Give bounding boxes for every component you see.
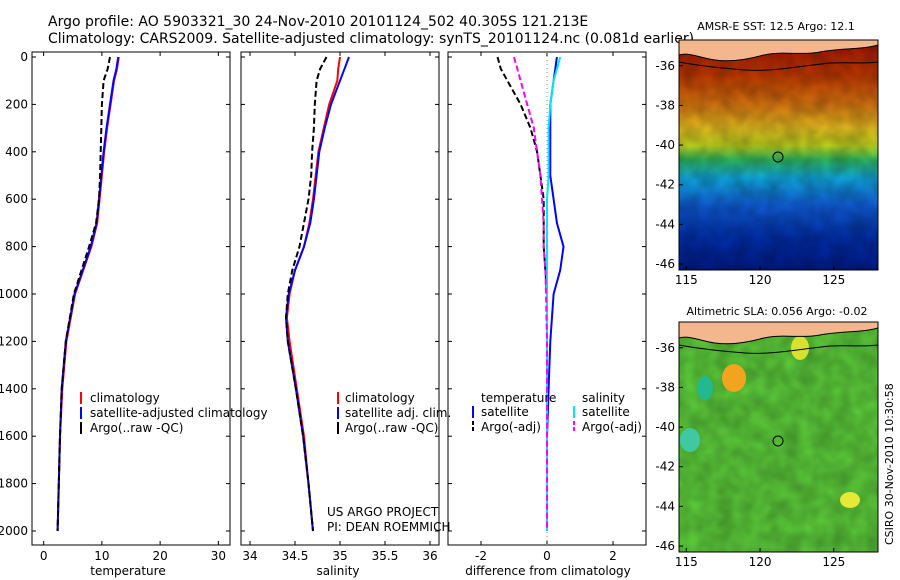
diff-legend-sal-sat: satellite bbox=[582, 405, 630, 419]
difference-legend: temperature salinity satellite Argo(-adj… bbox=[472, 391, 642, 434]
difference-xlabel: difference from climatology bbox=[465, 564, 631, 578]
credit-line2: PI: DEAN ROEMMICH bbox=[327, 520, 450, 534]
sst-map-title: AMSR-E SST: 12.5 Argo: 12.1 bbox=[697, 20, 855, 33]
diff-legend-salinity-header: salinity bbox=[582, 391, 625, 405]
sla-map-field bbox=[679, 322, 878, 552]
sst-argo-marker bbox=[772, 151, 784, 163]
x-tick-label: 34.5 bbox=[282, 549, 309, 563]
x-tick-label: -2 bbox=[475, 549, 487, 563]
series-line-satellite-adj-clim- bbox=[284, 56, 350, 532]
salinity-legend: climatology satellite adj. clim. Argo(..… bbox=[337, 391, 451, 435]
series-line-climatology bbox=[56, 56, 120, 532]
depth-tick-label: 1200 bbox=[0, 334, 28, 348]
sst-map-field bbox=[679, 40, 878, 270]
legend-climatology: climatology bbox=[90, 391, 160, 405]
x-tick-label: 0 bbox=[40, 549, 48, 563]
sla-shelf-contour bbox=[679, 344, 878, 354]
sla-anomaly-warm2 bbox=[791, 336, 809, 360]
x-tick-label: 30 bbox=[211, 549, 226, 563]
sal-legend-argo: Argo(..raw -QC) bbox=[345, 421, 438, 435]
map-lat-label: -44 bbox=[655, 499, 675, 513]
depth-tick-label: 0 bbox=[20, 50, 28, 64]
x-tick-label: 36 bbox=[422, 549, 437, 563]
map-lat-label: -40 bbox=[655, 138, 675, 152]
map-lon-label: 125 bbox=[822, 555, 845, 569]
depth-tick-label: 800 bbox=[5, 240, 28, 254]
sla-anomaly-warm bbox=[722, 364, 746, 392]
map-lon-label: 120 bbox=[749, 555, 772, 569]
x-tick-label: 35 bbox=[332, 549, 347, 563]
depth-tick-label: 200 bbox=[5, 97, 28, 111]
series-line-argo-raw-qc- bbox=[56, 56, 111, 532]
map-lon-label: 120 bbox=[749, 273, 772, 287]
series-line-temperature-argo-adj- bbox=[496, 56, 548, 531]
x-tick-label: 0 bbox=[543, 549, 551, 563]
depth-tick-label: 400 bbox=[5, 145, 28, 159]
map-lat-label: -40 bbox=[655, 420, 675, 434]
series-line-salinity-argo-adj- bbox=[513, 56, 548, 531]
header-line1: Argo profile: AO 5903321_30 24-Nov-2010 … bbox=[48, 14, 588, 30]
depth-tick-label: 1800 bbox=[0, 477, 28, 491]
map-lat-label: -36 bbox=[655, 341, 675, 355]
x-tick-label: 35.5 bbox=[372, 549, 399, 563]
sst-map-frame bbox=[678, 39, 879, 271]
sst-shelf-contour bbox=[679, 61, 878, 71]
depth-tick-label: 1000 bbox=[0, 287, 28, 301]
series-line-satellite-adjusted-climatology bbox=[56, 56, 120, 532]
map-lat-label: -38 bbox=[655, 380, 675, 394]
sal-legend-satellite: satellite adj. clim. bbox=[345, 406, 451, 420]
sla-map-frame bbox=[678, 321, 879, 553]
salinity-xlabel: salinity bbox=[316, 564, 359, 578]
header-line2: Climatology: CARS2009. Satellite-adjuste… bbox=[48, 31, 694, 47]
sla-coast-land bbox=[679, 322, 878, 345]
temperature-legend: climatology satellite-adjusted climatolo… bbox=[80, 391, 268, 435]
depth-tick-label: 2000 bbox=[0, 524, 28, 538]
sla-map-title: Altimetric SLA: 0.056 Argo: -0.02 bbox=[687, 305, 868, 318]
sst-coast-land bbox=[679, 40, 878, 62]
depth-tick-label: 600 bbox=[5, 192, 28, 206]
temperature-axes bbox=[31, 51, 231, 546]
map-lat-label: -44 bbox=[655, 217, 675, 231]
diff-legend-temperature-header: temperature bbox=[481, 391, 556, 405]
sal-legend-climatology: climatology bbox=[345, 391, 415, 405]
map-lat-label: -42 bbox=[655, 178, 675, 192]
x-tick-label: 20 bbox=[152, 549, 167, 563]
map-lat-label: -46 bbox=[655, 539, 675, 553]
depth-tick-label: 1600 bbox=[0, 429, 28, 443]
map-lat-label: -36 bbox=[655, 59, 675, 73]
map-lon-label: 115 bbox=[675, 555, 698, 569]
x-tick-label: 10 bbox=[94, 549, 109, 563]
sla-anomaly-yellow bbox=[840, 492, 860, 508]
map-lat-label: -38 bbox=[655, 98, 675, 112]
x-tick-label: 34 bbox=[242, 549, 257, 563]
sla-anomaly-cool2 bbox=[680, 428, 700, 452]
side-timestamp: CSIRO 30-Nov-2010 10:30:58 bbox=[883, 383, 896, 545]
sla-argo-marker bbox=[772, 435, 784, 447]
map-lat-label: -46 bbox=[655, 257, 675, 271]
map-lon-label: 115 bbox=[675, 273, 698, 287]
x-tick-label: 2 bbox=[609, 549, 617, 563]
temperature-xlabel: temperature bbox=[90, 564, 165, 578]
series-line-salinity-satellite bbox=[546, 56, 562, 531]
sla-anomaly-cool bbox=[697, 376, 713, 400]
map-lat-label: -42 bbox=[655, 460, 675, 474]
diff-legend-sal-argo: Argo(-adj) bbox=[582, 420, 642, 434]
legend-argo: Argo(..raw -QC) bbox=[90, 421, 183, 435]
salinity-axes bbox=[240, 51, 440, 546]
diff-legend-temp-sat: satellite bbox=[481, 405, 529, 419]
credit-line1: US ARGO PROJECT bbox=[327, 505, 439, 519]
map-lon-label: 125 bbox=[822, 273, 845, 287]
diff-legend-temp-argo: Argo(-adj) bbox=[481, 420, 541, 434]
series-line-argo-raw-qc- bbox=[284, 56, 328, 532]
depth-tick-label: 1400 bbox=[0, 382, 28, 396]
legend-satellite: satellite-adjusted climatology bbox=[90, 406, 268, 420]
